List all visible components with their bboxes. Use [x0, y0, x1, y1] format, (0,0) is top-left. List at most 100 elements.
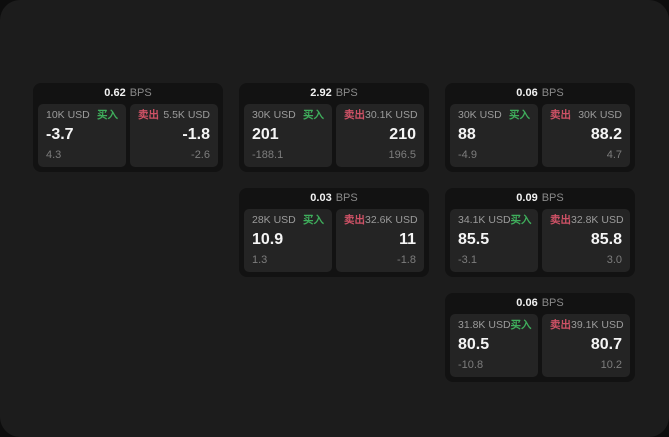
- quote-card: 2.92 BPS 30K USD 买入 201 -188.1 卖出 30.1K …: [239, 83, 429, 172]
- sell-amount: 39.1K USD: [571, 319, 624, 331]
- sell-amount: 30.1K USD: [365, 109, 418, 121]
- buy-delta: -3.1: [458, 254, 477, 266]
- sell-panel[interactable]: 卖出 32.8K USD 85.8 3.0: [542, 209, 630, 272]
- sell-panel[interactable]: 卖出 32.6K USD 11 -1.8: [336, 209, 424, 272]
- buy-amount: 30K USD: [252, 109, 296, 121]
- quote-card-body: 30K USD 买入 201 -188.1 卖出 30.1K USD 210 1…: [239, 104, 429, 172]
- sell-panel[interactable]: 卖出 39.1K USD 80.7 10.2: [542, 314, 630, 377]
- sell-badge: 卖出: [138, 109, 159, 121]
- buy-delta: -188.1: [252, 149, 284, 161]
- buy-panel[interactable]: 30K USD 买入 88 -4.9: [450, 104, 538, 167]
- buy-badge: 买入: [303, 109, 324, 121]
- quote-card: 0.06 BPS 31.8K USD 买入 80.5 -10.8 卖出 39.1…: [445, 293, 635, 382]
- spread-header: 0.03 BPS: [239, 188, 429, 209]
- buy-panel-top: 31.8K USD 买入: [458, 319, 532, 331]
- sell-panel-top: 卖出 5.5K USD: [138, 110, 210, 121]
- buy-badge: 买入: [97, 109, 118, 121]
- quote-card-grid: 0.62 BPS 10K USD 买入 -3.7 4.3 卖出 5.5K USD…: [33, 83, 635, 382]
- sell-badge: 卖出: [550, 214, 571, 226]
- buy-panel[interactable]: 31.8K USD 买入 80.5 -10.8: [450, 314, 538, 377]
- sell-panel-top: 卖出 30.1K USD: [344, 109, 418, 121]
- buy-price: -3.7: [46, 126, 74, 144]
- sell-price: 210: [389, 126, 416, 144]
- buy-panel-top: 30K USD 买入: [252, 110, 324, 121]
- buy-price: 10.9: [252, 231, 284, 249]
- spread-header: 0.62 BPS: [33, 83, 223, 104]
- spread-header: 0.06 BPS: [445, 83, 635, 104]
- buy-amount: 10K USD: [46, 109, 90, 121]
- sell-delta: 196.5: [388, 149, 416, 161]
- spread-unit-label: BPS: [541, 87, 564, 99]
- sell-badge: 卖出: [550, 319, 571, 331]
- sell-amount: 5.5K USD: [163, 109, 210, 121]
- buy-badge: 买入: [509, 109, 530, 121]
- spread-value: 2.92: [310, 87, 332, 99]
- spread-header: 2.92 BPS: [239, 83, 429, 104]
- buy-panel[interactable]: 34.1K USD 买入 85.5 -3.1: [450, 209, 538, 272]
- spread-unit-label: BPS: [335, 87, 358, 99]
- sell-delta: 4.7: [606, 149, 622, 161]
- spread-value: 0.06: [516, 87, 538, 99]
- buy-delta: 1.3: [252, 254, 268, 266]
- spread-unit-label: BPS: [541, 192, 564, 204]
- quote-card-body: 34.1K USD 买入 85.5 -3.1 卖出 32.8K USD 85.8…: [445, 209, 635, 277]
- spread-unit-label: BPS: [335, 192, 358, 204]
- quote-card: 0.09 BPS 34.1K USD 买入 85.5 -3.1 卖出 32.8K…: [445, 188, 635, 277]
- sell-price: 11: [399, 231, 416, 249]
- buy-panel[interactable]: 10K USD 买入 -3.7 4.3: [38, 104, 126, 167]
- sell-badge: 卖出: [344, 109, 365, 121]
- sell-delta: -2.6: [191, 149, 210, 161]
- spread-header: 0.06 BPS: [445, 293, 635, 314]
- sell-amount: 32.8K USD: [571, 214, 624, 226]
- buy-badge: 买入: [303, 214, 324, 226]
- spread-value: 0.06: [516, 297, 538, 309]
- quote-card-body: 31.8K USD 买入 80.5 -10.8 卖出 39.1K USD 80.…: [445, 314, 635, 382]
- sell-panel[interactable]: 卖出 5.5K USD -1.8 -2.6: [130, 104, 218, 167]
- buy-panel-top: 28K USD 买入: [252, 215, 324, 226]
- sell-panel-top: 卖出 32.6K USD: [344, 214, 418, 226]
- sell-panel-top: 卖出 32.8K USD: [550, 214, 624, 226]
- spread-header: 0.09 BPS: [445, 188, 635, 209]
- buy-panel-top: 10K USD 买入: [46, 110, 118, 121]
- sell-delta: 10.2: [600, 359, 622, 371]
- buy-panel-top: 34.1K USD 买入: [458, 214, 532, 226]
- sell-badge: 卖出: [550, 109, 571, 121]
- buy-delta: -10.8: [458, 359, 484, 371]
- buy-amount: 28K USD: [252, 214, 296, 226]
- buy-amount: 34.1K USD: [458, 214, 511, 226]
- buy-price: 85.5: [458, 231, 490, 249]
- sell-amount: 30K USD: [578, 109, 622, 121]
- buy-amount: 31.8K USD: [458, 319, 511, 331]
- spread-value: 0.03: [310, 192, 332, 204]
- sell-price: 80.7: [590, 336, 622, 354]
- quote-card: 0.06 BPS 30K USD 买入 88 -4.9 卖出 30K USD 8…: [445, 83, 635, 172]
- sell-panel[interactable]: 卖出 30.1K USD 210 196.5: [336, 104, 424, 167]
- quote-card-body: 30K USD 买入 88 -4.9 卖出 30K USD 88.2 4.7: [445, 104, 635, 172]
- spread-unit-label: BPS: [541, 297, 564, 309]
- sell-amount: 32.6K USD: [365, 214, 418, 226]
- quote-card-body: 10K USD 买入 -3.7 4.3 卖出 5.5K USD -1.8 -2.…: [33, 104, 223, 172]
- buy-panel-top: 30K USD 买入: [458, 110, 530, 121]
- buy-delta: 4.3: [46, 149, 62, 161]
- spread-unit-label: BPS: [129, 87, 152, 99]
- buy-price: 80.5: [458, 336, 490, 354]
- sell-price: 85.8: [590, 231, 622, 249]
- sell-panel-top: 卖出 39.1K USD: [550, 319, 624, 331]
- sell-delta: -1.8: [397, 254, 416, 266]
- buy-badge: 买入: [510, 319, 532, 331]
- sell-badge: 卖出: [344, 214, 365, 226]
- buy-panel[interactable]: 30K USD 买入 201 -188.1: [244, 104, 332, 167]
- quote-card: 0.03 BPS 28K USD 买入 10.9 1.3 卖出 32.6K US…: [239, 188, 429, 277]
- sell-price: -1.8: [182, 126, 210, 144]
- buy-price: 201: [252, 126, 279, 144]
- quote-card-body: 28K USD 买入 10.9 1.3 卖出 32.6K USD 11 -1.8: [239, 209, 429, 277]
- buy-amount: 30K USD: [458, 109, 502, 121]
- spread-value: 0.09: [516, 192, 538, 204]
- spread-value: 0.62: [104, 87, 126, 99]
- sell-delta: 3.0: [606, 254, 622, 266]
- sell-panel-top: 卖出 30K USD: [550, 110, 622, 121]
- sell-panel[interactable]: 卖出 30K USD 88.2 4.7: [542, 104, 630, 167]
- buy-panel[interactable]: 28K USD 买入 10.9 1.3: [244, 209, 332, 272]
- sell-price: 88.2: [590, 126, 622, 144]
